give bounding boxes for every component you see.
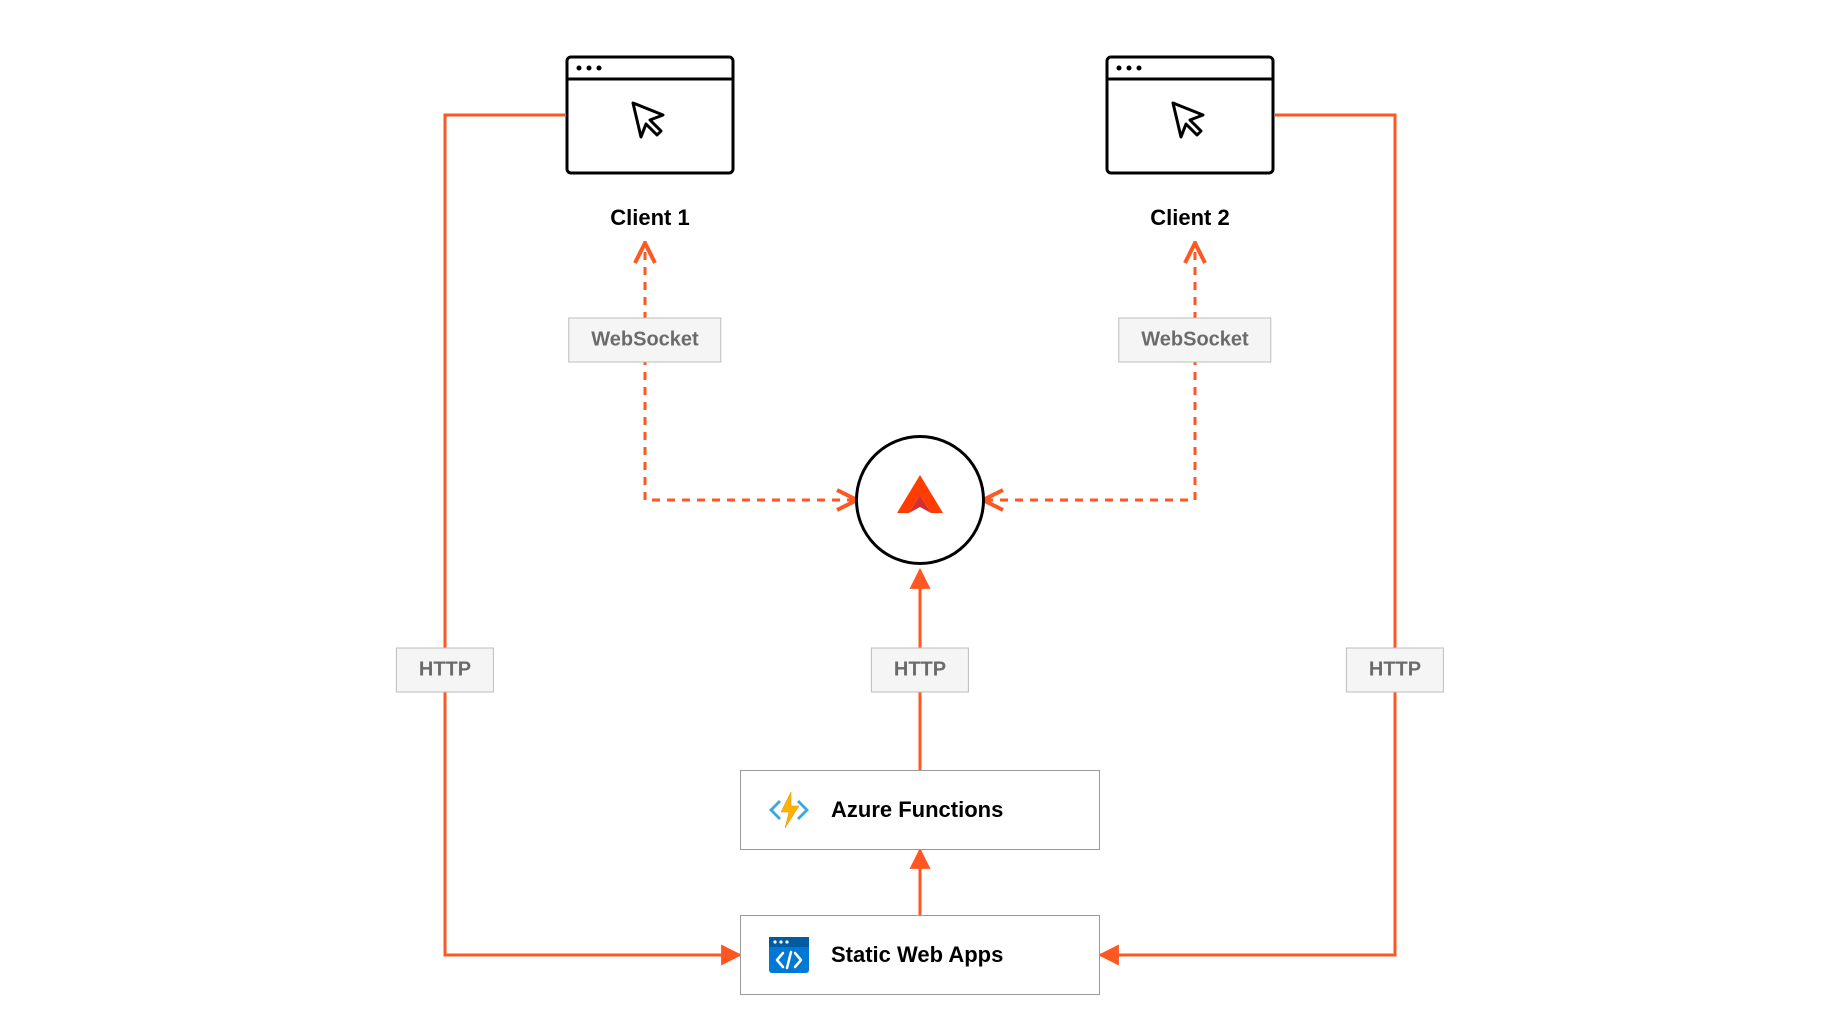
- browser-window-icon: [1105, 55, 1275, 175]
- edge-center-ws-left: [645, 245, 855, 500]
- websocket-label-right: WebSocket: [1118, 318, 1271, 363]
- azure-functions-icon: [765, 786, 813, 834]
- client2-node: [1105, 55, 1275, 180]
- realtime-hub-node: [855, 435, 985, 565]
- azure-functions-label: Azure Functions: [831, 797, 1003, 823]
- client1-node: [565, 55, 735, 180]
- edge-client1-to-swa: [445, 115, 740, 955]
- websocket-label-left: WebSocket: [568, 318, 721, 363]
- edge-client2-to-swa: [1100, 115, 1395, 955]
- hub-logo-icon: [885, 465, 955, 535]
- architecture-diagram: Client 1 Client 2 Azure Functions: [0, 0, 1840, 1035]
- edge-center-ws-right: [985, 245, 1195, 500]
- http-label-center: HTTP: [871, 648, 969, 693]
- client1-label: Client 1: [610, 205, 689, 231]
- azure-functions-node: Azure Functions: [740, 770, 1100, 850]
- static-web-apps-node: Static Web Apps: [740, 915, 1100, 995]
- browser-window-icon: [565, 55, 735, 175]
- http-label-left: HTTP: [396, 648, 494, 693]
- client2-label: Client 2: [1150, 205, 1229, 231]
- http-label-right: HTTP: [1346, 648, 1444, 693]
- static-web-apps-label: Static Web Apps: [831, 942, 1003, 968]
- static-web-apps-icon: [765, 931, 813, 979]
